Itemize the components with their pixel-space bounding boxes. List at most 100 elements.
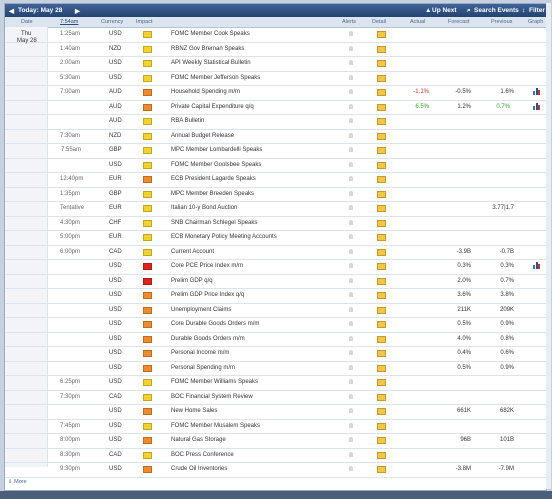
event-row[interactable]: 5:00pm EUR ECB Monetary Policy Meeting Acc… (5, 230, 546, 246)
alert-bell[interactable] (349, 234, 353, 239)
alert-bell[interactable] (349, 161, 353, 167)
alert-bell[interactable] (349, 118, 353, 123)
event-row[interactable]: 7:00am AUD Household Spending m/m -1.1% -0.5… (5, 85, 546, 101)
event-row[interactable]: USD New Home Sales 661K 682K (5, 404, 546, 420)
alert-bell[interactable] (349, 306, 353, 312)
alert-bell[interactable] (349, 45, 353, 51)
event-row[interactable]: USD Prelim GDP Price Index q/q 3.6% 3.8% (5, 288, 546, 304)
event-row[interactable]: Tentative EUR Italian 10-y Bond Auction 3.7… (5, 201, 546, 217)
graph-icon[interactable] (533, 102, 540, 110)
search-events[interactable]: Search Events (474, 7, 519, 14)
detail-folder[interactable] (377, 321, 386, 328)
event-row[interactable]: 4:30pm CHF SNB Chairman Schlegel Speaks (5, 216, 546, 231)
detail-folder[interactable] (377, 379, 386, 386)
detail-folder[interactable] (377, 437, 386, 444)
today[interactable]: Today: May 28 (18, 7, 63, 14)
detail-folder[interactable] (377, 89, 386, 96)
event-row[interactable]: 9:30pm USD Crude Oil Inventories -3.8M -7.9M (5, 462, 546, 478)
detail-folder[interactable] (377, 147, 386, 154)
alert-bell[interactable] (349, 364, 353, 370)
detail-folder[interactable] (377, 335, 386, 343)
alert-bell[interactable] (349, 132, 353, 138)
detail-folder[interactable] (377, 118, 386, 125)
event-row[interactable]: AUD Private Capital Expenditure q/q 6.5% 1.… (5, 100, 546, 115)
more[interactable]: ⇓ More (8, 479, 27, 485)
detail-folder[interactable] (377, 364, 386, 372)
detail-folder[interactable] (377, 306, 386, 314)
event-row[interactable]: USD Prelim GDP q/q 2.0% 0.7% (5, 274, 546, 289)
more-label[interactable]: More (14, 479, 27, 485)
event-row[interactable]: 6:25pm USD FOMC Member Williams Speaks (5, 375, 546, 391)
alert-bell[interactable] (349, 190, 353, 196)
graph-icon[interactable] (533, 88, 540, 95)
alert-bell[interactable] (349, 103, 353, 109)
event-row[interactable]: USD FOMC Member Goolsbee Speaks (5, 158, 546, 173)
graph-icon[interactable] (533, 262, 540, 269)
alert-bell[interactable] (349, 437, 353, 442)
event-row[interactable]: 7:55am GBP MPC Member Lombardelli Speaks (5, 143, 546, 159)
alert-bell[interactable] (349, 393, 353, 399)
event-row[interactable]: AUD RBA Bulletin (5, 114, 546, 130)
detail-folder[interactable] (377, 350, 386, 357)
event-row[interactable]: USD Personal Spending m/m 0.5% 0.9% (5, 361, 546, 376)
detail-folder[interactable] (377, 103, 386, 111)
event-row[interactable]: USD Core PCE Price Index m/m 0.3% 0.3% (5, 259, 546, 275)
alert-bell[interactable] (349, 321, 353, 326)
event-row[interactable]: USD Personal Income m/m 0.4% 0.6% (5, 346, 546, 362)
up-next[interactable]: Up Next (432, 7, 457, 14)
alert-bell[interactable] (349, 31, 353, 36)
event-row[interactable]: 8:00pm USD Natural Gas Storage 96B 101B (5, 433, 546, 449)
event-row[interactable]: USD Core Durable Goods Orders m/m 0.5% 0.9% (5, 317, 546, 333)
filter[interactable]: Filter (529, 7, 545, 14)
event-row[interactable]: Thu May 28 1:25am USD FOMC Member Cook Speak… (5, 27, 546, 44)
detail-folder[interactable] (377, 74, 386, 82)
alert-bell[interactable] (349, 219, 353, 225)
alert-bell[interactable] (349, 176, 353, 181)
detail-folder[interactable] (377, 408, 386, 415)
detail-folder[interactable] (377, 292, 386, 299)
event-row[interactable]: 1:40am NZD RBNZ Gov Breman Speaks (5, 42, 546, 57)
event-row[interactable]: 7:30pm CAD BOC Financial System Review (5, 390, 546, 405)
detail-folder[interactable] (377, 451, 386, 459)
detail-folder[interactable] (377, 161, 386, 169)
detail-folder[interactable] (377, 393, 386, 401)
detail-folder[interactable] (377, 219, 386, 227)
event-row[interactable]: 8:30pm CAD BOC Press Conference (5, 448, 546, 463)
scrollbar[interactable] (546, 3, 551, 489)
alert-bell[interactable] (349, 422, 353, 428)
alert-bell[interactable] (349, 451, 353, 457)
alert-bell[interactable] (349, 60, 353, 65)
next-day[interactable]: ▶ (75, 8, 80, 15)
event-row[interactable]: 7:30am NZD Annual Budget Release (5, 129, 546, 144)
alert-bell[interactable] (349, 277, 353, 283)
detail-folder[interactable] (377, 248, 386, 256)
detail-folder[interactable] (377, 277, 386, 285)
alert-bell[interactable] (349, 408, 353, 413)
detail-folder[interactable] (377, 466, 386, 473)
alert-bell[interactable] (349, 205, 353, 210)
prev-day[interactable]: ◀ (9, 8, 14, 15)
detail-folder[interactable] (377, 205, 386, 212)
alert-bell[interactable] (349, 379, 353, 384)
detail-folder[interactable] (377, 234, 386, 241)
alert-bell[interactable] (349, 263, 353, 268)
alert-bell[interactable] (349, 248, 353, 254)
event-row[interactable]: USD Unemployment Claims 211K 209K (5, 303, 546, 318)
event-row[interactable]: 2:00am USD API Weekly Statistical Bulletin (5, 56, 546, 72)
detail-folder[interactable] (377, 60, 386, 67)
detail-folder[interactable] (377, 132, 386, 140)
event-row[interactable]: USD Durable Goods Orders m/m 4.0% 0.8% (5, 332, 546, 347)
event-row[interactable]: 1:35pm GBP MPC Member Breeden Speaks (5, 187, 546, 202)
detail-folder[interactable] (377, 422, 386, 430)
event-row[interactable]: 7:45pm USD FOMC Member Musalem Speaks (5, 419, 546, 434)
detail-folder[interactable] (377, 31, 386, 38)
alert-bell[interactable] (349, 89, 353, 94)
event-row[interactable]: 6:00pm CAD Current Account -3.9B -0.7B (5, 245, 546, 260)
alert-bell[interactable] (349, 350, 353, 355)
event-row[interactable]: 12:40pm EUR ECB President Lagarde Speaks (5, 172, 546, 188)
alert-bell[interactable] (349, 147, 353, 152)
alert-bell[interactable] (349, 292, 353, 297)
detail-folder[interactable] (377, 190, 386, 198)
detail-folder[interactable] (377, 176, 386, 183)
alert-bell[interactable] (349, 466, 353, 471)
